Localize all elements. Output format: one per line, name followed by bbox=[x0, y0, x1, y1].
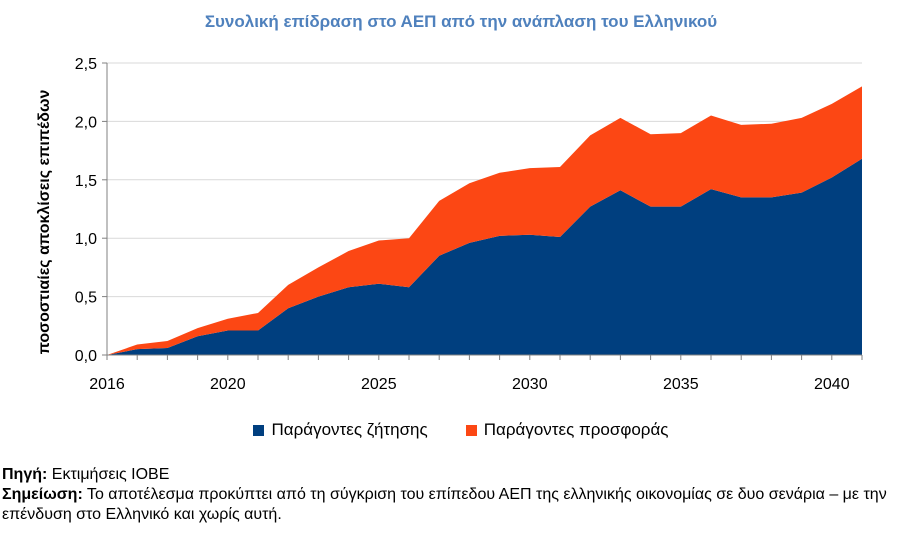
legend-item-supply: Παράγοντες προσφοράς bbox=[465, 420, 669, 440]
notes: Πηγή: Εκτιμήσεις ΙΟΒΕ Σημείωση: Το αποτέ… bbox=[2, 465, 917, 525]
note-line: Σημείωση: Το αποτέλεσμα προκύπτει από τη… bbox=[2, 485, 917, 525]
legend-label-demand: Παράγοντες ζήτησης bbox=[271, 420, 428, 439]
y-tick-label: 0,5 bbox=[75, 290, 97, 307]
y-tick-label: 1,0 bbox=[75, 231, 97, 248]
chart-svg: 0,0 0,5 1,0 1,5 2,0 2,5 2016 2020 2025 2030 2035 20… bbox=[36, 56, 863, 393]
chart-title: Συνολική επίδραση στο ΑΕΠ από την ανάπλα… bbox=[204, 12, 718, 31]
source-label: Πηγή: bbox=[2, 466, 48, 483]
source-text: Εκτιμήσεις ΙΟΒΕ bbox=[51, 466, 170, 483]
x-tick-label: 2035 bbox=[663, 376, 699, 393]
y-tick-label: 2,0 bbox=[75, 114, 97, 131]
x-tick-label: 2025 bbox=[361, 376, 397, 393]
note-label: Σημείωση: bbox=[2, 486, 83, 503]
legend-label-supply: Παράγοντες προσφοράς bbox=[483, 420, 669, 439]
area-layer bbox=[107, 86, 862, 356]
y-axis-label: ποσοστιαίες αποκλίσεις επιπέδων bbox=[36, 90, 53, 355]
legend-swatch-supply bbox=[465, 424, 477, 436]
x-tick-label: 2030 bbox=[512, 376, 548, 393]
x-tick-label: 2040 bbox=[814, 376, 850, 393]
legend-item-demand: Παράγοντες ζήτησης bbox=[253, 420, 428, 440]
legend-swatch-demand bbox=[253, 424, 265, 436]
axis-layer: 0,0 0,5 1,0 1,5 2,0 2,5 2016 2020 2025 2030 2035 20… bbox=[75, 56, 863, 393]
note-text: Το αποτέλεσμα προκύπτει από τη σύγκριση … bbox=[2, 486, 887, 523]
source-line: Πηγή: Εκτιμήσεις ΙΟΒΕ bbox=[2, 465, 917, 485]
x-tick-label: 2020 bbox=[210, 376, 246, 393]
y-tick-label: 1,5 bbox=[75, 173, 97, 190]
y-tick-label: 2,5 bbox=[75, 56, 97, 73]
y-tick-label: 0,0 bbox=[75, 348, 97, 365]
area-series-supply bbox=[107, 86, 862, 356]
area-series-demand bbox=[107, 158, 862, 355]
legend: Παράγοντες ζήτησης Παράγοντες προσφοράς bbox=[0, 420, 922, 440]
x-tick-label: 2016 bbox=[89, 376, 125, 393]
